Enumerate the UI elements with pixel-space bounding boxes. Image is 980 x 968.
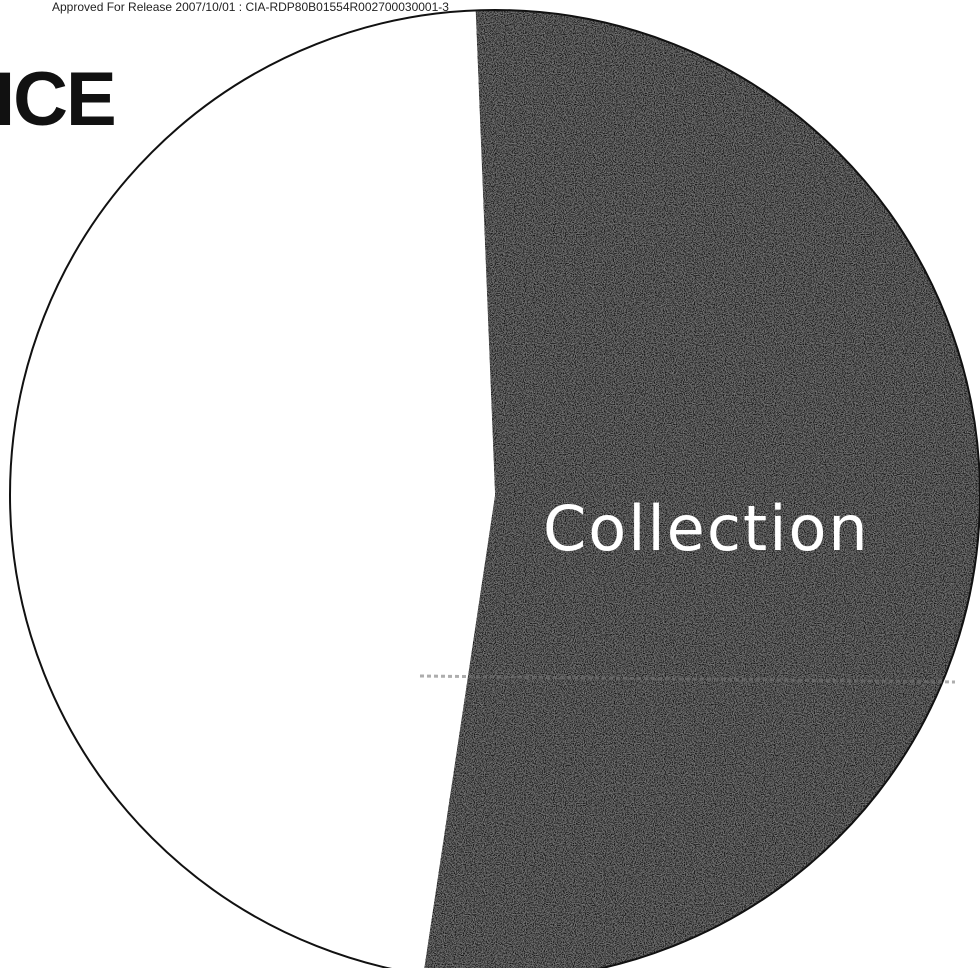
release-notice: Approved For Release 2007/10/01 : CIA-RD… [52,0,449,14]
heading-fragment: ICE [0,57,117,142]
pie-slice-unlabeled [10,10,495,968]
fold-crease [419,674,956,684]
pie-slice-collection [424,10,980,968]
slice-label-collection: Collection [543,492,870,565]
pie-outline [9,9,980,968]
